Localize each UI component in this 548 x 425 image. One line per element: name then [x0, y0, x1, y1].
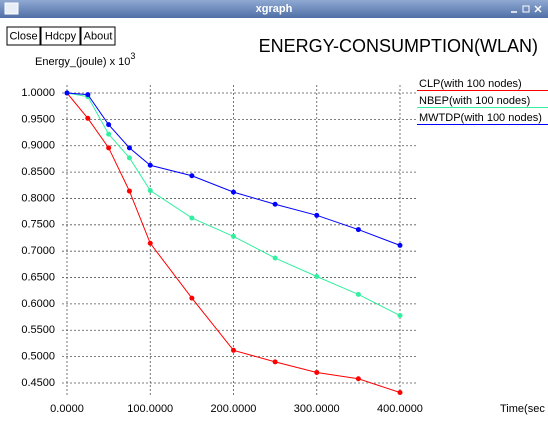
- legend-label: MWTDP(with 100 nodes): [419, 112, 542, 124]
- chart-title: ENERGY-CONSUMPTION(WLAN): [259, 36, 538, 56]
- y-axis-label: Energy_(joule) x 103: [35, 51, 135, 68]
- data-point: [64, 90, 70, 96]
- y-tick-label: 0.8000: [21, 192, 55, 204]
- window-title: xgraph: [256, 3, 293, 15]
- data-point: [147, 188, 153, 194]
- data-point: [189, 173, 195, 179]
- button-label[interactable]: Hdcpy: [45, 30, 77, 42]
- data-point: [272, 201, 278, 207]
- y-tick-label: 0.6000: [21, 298, 55, 310]
- data-point: [355, 376, 361, 382]
- window-menu-icon[interactable]: [4, 2, 19, 15]
- data-point: [126, 155, 132, 161]
- data-point: [85, 92, 91, 98]
- data-point: [106, 122, 112, 128]
- data-point: [189, 215, 195, 221]
- data-point: [85, 115, 91, 121]
- data-point: [397, 313, 403, 319]
- x-axis-label: Time(sec: [500, 403, 545, 415]
- data-point: [231, 189, 236, 195]
- data-point: [314, 273, 320, 279]
- data-point: [272, 359, 278, 365]
- button-frame[interactable]: [40, 26, 81, 46]
- maximize-button[interactable]: [522, 5, 530, 13]
- legend-label: CLP(with 100 nodes): [419, 78, 522, 90]
- data-point: [231, 347, 236, 353]
- y-tick-label: 1.0000: [21, 87, 55, 99]
- title-bar: [0, 0, 548, 18]
- y-tick-label: 0.9000: [21, 140, 55, 152]
- y-axis-label-exponent: 3: [130, 51, 135, 61]
- button-label[interactable]: Close: [9, 30, 37, 42]
- button-frame[interactable]: [6, 26, 41, 46]
- data-point: [272, 255, 278, 261]
- data-point: [231, 233, 236, 239]
- data-point: [314, 212, 320, 218]
- data-point: [355, 291, 361, 297]
- y-tick-label: 0.7500: [21, 219, 55, 231]
- data-point: [106, 145, 112, 151]
- y-tick-label: 0.7000: [21, 245, 55, 257]
- y-axis-label-text: Energy_(joule) x 10: [35, 56, 130, 68]
- data-point: [189, 295, 195, 301]
- button-about[interactable]: About: [80, 26, 116, 46]
- data-point: [106, 131, 112, 137]
- x-tick-label: 0.0000: [50, 403, 84, 415]
- close-window-button[interactable]: [534, 5, 542, 13]
- button-close[interactable]: Close: [6, 26, 41, 46]
- button-frame[interactable]: [80, 26, 116, 46]
- data-point: [314, 369, 320, 375]
- data-point: [397, 242, 403, 248]
- y-tick-label: 0.5500: [21, 324, 55, 336]
- y-tick-label: 0.5000: [21, 351, 55, 363]
- y-tick-label: 0.8500: [21, 166, 55, 178]
- x-tick-label: 200.0000: [211, 403, 257, 415]
- y-tick-label: 0.6500: [21, 271, 55, 283]
- data-point: [355, 227, 361, 233]
- x-tick-label: 400.0000: [377, 403, 423, 415]
- x-tick-label: 300.0000: [294, 403, 340, 415]
- data-point: [147, 162, 153, 168]
- data-point: [397, 389, 403, 395]
- button-hdcpy[interactable]: Hdcpy: [40, 26, 81, 46]
- button-label[interactable]: About: [84, 30, 113, 42]
- data-point: [147, 240, 153, 246]
- data-point: [126, 188, 132, 194]
- data-point: [126, 145, 132, 151]
- y-tick-label: 0.4500: [21, 377, 55, 389]
- legend-label: NBEP(with 100 nodes): [419, 95, 530, 107]
- y-tick-label: 0.9500: [21, 113, 55, 125]
- x-tick-label: 100.0000: [127, 403, 173, 415]
